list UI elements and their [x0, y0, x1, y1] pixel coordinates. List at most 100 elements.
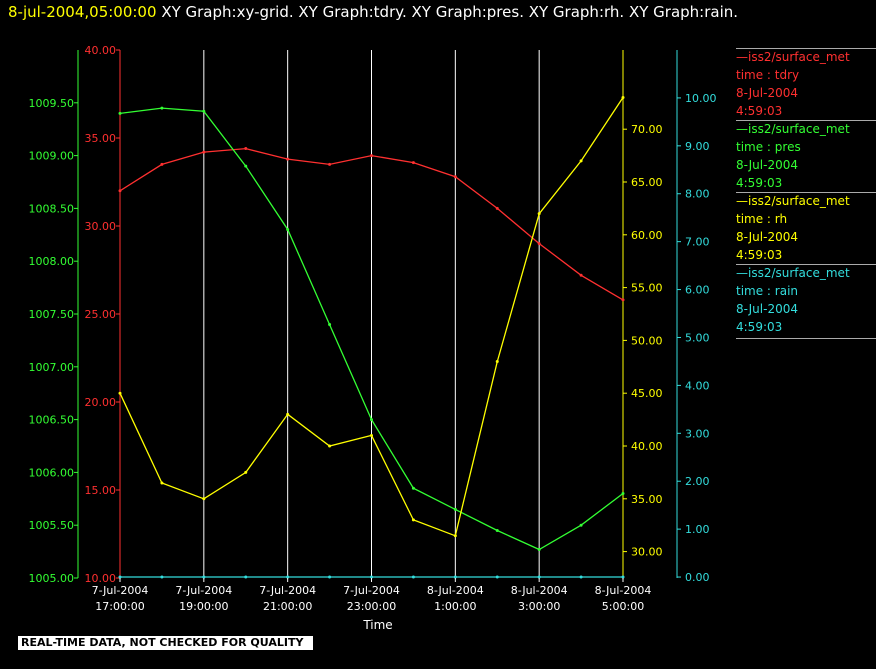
legend-divider	[736, 120, 876, 121]
rain-data-point	[370, 575, 373, 579]
x-tick-time: 1:00:00	[434, 600, 476, 613]
legend-divider	[736, 192, 876, 193]
pres-tick-label: 1007.50	[29, 308, 75, 321]
x-tick-time: 17:00:00	[95, 600, 144, 613]
tdry-tick-label: 10.00	[85, 572, 117, 585]
rain-tick-label: 10.00	[685, 92, 717, 105]
rain-tick-label: 2.00	[685, 475, 710, 488]
rain-data-point	[579, 575, 583, 579]
tdry-data-point	[411, 161, 415, 165]
pres-data-point	[411, 486, 415, 490]
rh-data-point	[537, 212, 541, 216]
pres-data-point	[453, 507, 457, 511]
pres-data-point	[202, 109, 206, 113]
tdry-tick-label: 15.00	[85, 484, 117, 497]
tdry-data-point	[579, 273, 583, 277]
pres-tick-label: 1009.00	[29, 150, 75, 163]
tdry-data-point	[370, 154, 373, 158]
legend-field: time : rh	[736, 212, 788, 226]
rh-data-point	[579, 159, 583, 163]
rh-data-point	[286, 412, 290, 416]
x-tick-date: 8-Jul-2004	[511, 584, 568, 597]
pres-data-point	[537, 547, 541, 551]
rh-data-point	[328, 444, 332, 448]
tdry-tick-label: 40.00	[85, 44, 117, 57]
pres-data-point	[286, 228, 290, 232]
tdry-data-point	[244, 147, 248, 151]
legend-field: time : rain	[736, 284, 799, 298]
rh-tick-label: 40.00	[631, 440, 663, 453]
rh-tick-label: 45.00	[631, 387, 663, 400]
pres-tick-label: 1005.50	[29, 519, 75, 532]
rain-tick-label: 8.00	[685, 188, 710, 201]
x-axis-label: Time	[362, 618, 392, 632]
x-tick-date: 7-Jul-2004	[175, 584, 232, 597]
legend-item: —iss2/surface_met time : rain 8-Jul-2004 4:…	[736, 264, 876, 336]
rain-tick-label: 6.00	[685, 284, 710, 297]
rh-data-point	[370, 433, 373, 437]
rain-data-point	[160, 575, 164, 579]
rain-tick-label: 3.00	[685, 427, 710, 440]
legend-divider	[736, 48, 876, 49]
legend-time: 4:59:03	[736, 248, 783, 262]
legend-series-source: —iss2/surface_met	[736, 122, 850, 136]
rh-data-point	[160, 481, 164, 485]
rain-tick-label: 1.00	[685, 523, 710, 536]
rain-data-point	[495, 575, 499, 579]
legend-item: —iss2/surface_met time : tdry 8-Jul-2004 4:…	[736, 48, 876, 120]
tdry-tick-label: 30.00	[85, 220, 117, 233]
pres-data-point	[160, 106, 164, 110]
rh-data-point	[411, 518, 415, 522]
rh-tick-label: 50.00	[631, 334, 663, 347]
tdry-data-point	[160, 162, 164, 166]
rh-tick-label: 55.00	[631, 282, 663, 295]
rain-tick-label: 0.00	[685, 571, 710, 584]
legend-date: 8-Jul-2004	[736, 230, 798, 244]
tdry-data-point	[118, 189, 122, 193]
header: 8-jul-2004,05:00:00 XY Graph:xy-grid. XY…	[8, 3, 738, 21]
rain-data-point	[453, 575, 457, 579]
pres-data-point	[328, 323, 332, 327]
rain-data-point	[286, 575, 290, 579]
rh-tick-label: 60.00	[631, 229, 663, 242]
pres-tick-label: 1008.00	[29, 255, 75, 268]
legend-date: 8-Jul-2004	[736, 158, 798, 172]
x-tick-time: 5:00:00	[602, 600, 644, 613]
header-timestamp: 8-jul-2004,05:00:00	[8, 3, 157, 21]
quality-disclaimer: REAL-TIME DATA, NOT CHECKED FOR QUALITY	[18, 636, 313, 650]
x-tick-time: 21:00:00	[263, 600, 312, 613]
rain-data-point	[202, 575, 206, 579]
legend-series-source: —iss2/surface_met	[736, 194, 850, 208]
rain-data-point	[328, 575, 332, 579]
rh-data-point	[453, 534, 457, 538]
legend-date: 8-Jul-2004	[736, 86, 798, 100]
pres-tick-label: 1007.00	[29, 361, 75, 374]
legend-time: 4:59:03	[736, 176, 783, 190]
pres-data-point	[621, 492, 625, 496]
rh-data-point	[118, 391, 122, 395]
rh-tick-label: 30.00	[631, 546, 663, 559]
tdry-data-point	[328, 162, 332, 166]
rh-tick-label: 70.00	[631, 123, 663, 136]
pres-data-point	[118, 111, 122, 115]
tdry-data-point	[286, 157, 290, 161]
pres-tick-label: 1005.00	[29, 572, 75, 585]
rain-data-point	[118, 575, 122, 579]
rain-data-point	[537, 575, 541, 579]
rain-data-point	[244, 575, 248, 579]
legend-series-source: —iss2/surface_met	[736, 50, 850, 64]
rain-data-point	[411, 575, 415, 579]
tdry-data-point	[202, 150, 206, 154]
rain-data-point	[621, 575, 625, 579]
pres-tick-label: 1008.50	[29, 202, 75, 215]
x-tick-time: 19:00:00	[179, 600, 228, 613]
legend-series-source: —iss2/surface_met	[736, 266, 850, 280]
rh-data-point	[621, 96, 625, 100]
legend-item: —iss2/surface_met time : pres 8-Jul-2004 4:…	[736, 120, 876, 192]
x-tick-date: 7-Jul-2004	[259, 584, 316, 597]
x-tick-time: 3:00:00	[518, 600, 560, 613]
rh-data-point	[202, 497, 206, 501]
legend-time: 4:59:03	[736, 320, 783, 334]
tdry-data-point	[537, 242, 541, 246]
tdry-tick-label: 20.00	[85, 396, 117, 409]
